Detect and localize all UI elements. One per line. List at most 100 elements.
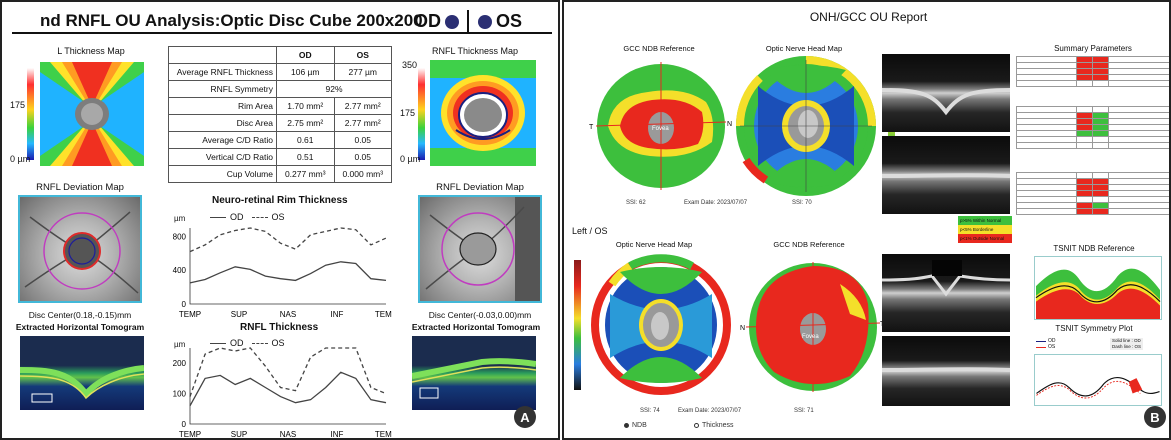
- panel-b-title: ONH/GCC OU Report: [809, 10, 928, 24]
- row-label: Cup Volume: [168, 165, 277, 183]
- tsnit-ndb-chart: [1034, 256, 1162, 320]
- sym-note-dash: Dash line : OS: [1112, 344, 1142, 349]
- left-scale-bottom: 0 µm: [10, 154, 31, 164]
- legend-dashed-line: [251, 342, 268, 344]
- os-label: OS: [496, 11, 523, 31]
- rnfl-y-tick: 200: [173, 359, 187, 368]
- left-scale-mid: 175: [10, 100, 26, 110]
- legend-od-line: [1036, 340, 1046, 342]
- tsnit-sym-notes: Solid line : OD Dash line : OS: [1110, 338, 1144, 350]
- table-row: Disc Area 2.75 mm² 2.77 mm²: [168, 114, 392, 132]
- sp-cell-red: [1092, 208, 1109, 215]
- onh-bottom-map: [591, 254, 731, 395]
- row-label: Vertical C/D Ratio: [168, 148, 277, 166]
- fovea-label-bottom: Fovea: [802, 334, 819, 340]
- tsnit-ndb-title: TSNIT NDB Reference: [1053, 244, 1135, 253]
- rim-chart: 8004000TEMPSUPNASINFTEMP: [173, 227, 392, 319]
- rnfl-x-tick: NAS: [280, 430, 296, 439]
- tsnit-sym-chart: [1034, 354, 1162, 406]
- rim-y-tick: 400: [173, 266, 187, 275]
- tsnit-sym-title: TSNIT Symmetry Plot: [1055, 324, 1133, 333]
- left-tomogram-title: Extracted Horizontal Tomogram: [15, 322, 145, 332]
- radio-thickness[interactable]: Thickness: [694, 422, 734, 429]
- sp-cell: [1076, 142, 1093, 149]
- row-os: 2.77 mm²: [333, 114, 392, 132]
- panel-a-rnfl-ou-analysis: nd RNFL OU Analysis:Optic Disc Cube 200x…: [0, 0, 560, 440]
- rim-y-tick: 800: [173, 232, 187, 241]
- sym-note-solid: Solid line : OD: [1112, 338, 1141, 343]
- od-tag: OD: [414, 11, 459, 32]
- table-row: Rim Area 1.70 mm² 2.77 mm²: [168, 97, 392, 115]
- right-deviation-map: [418, 195, 542, 303]
- row-label: Average C/D Ratio: [168, 131, 277, 149]
- row-od: 0.51: [276, 148, 335, 166]
- row-os: 0.000 mm³: [333, 165, 392, 183]
- summary-onh-table: [1016, 106, 1169, 149]
- rnfl-y-tick: 0: [182, 420, 187, 429]
- rim-series-od: [189, 261, 387, 284]
- sp-cell: [1016, 80, 1077, 87]
- row-od: 1.70 mm²: [276, 97, 335, 115]
- map-label-n: N: [740, 325, 745, 332]
- right-horizontal-tomogram: [412, 336, 536, 410]
- rnfl-chart-legend: OD OS: [210, 338, 285, 348]
- table-row: Vertical C/D Ratio 0.51 0.05: [168, 148, 392, 166]
- legend-solid-line: [210, 342, 226, 344]
- rnfl-x-tick: TEMP: [375, 430, 392, 439]
- sp-cell: [1092, 80, 1109, 87]
- radio-thickness-dot-icon: [694, 423, 699, 428]
- ssi-3: SSI: 74: [640, 408, 660, 414]
- table-row: RNFL Symmetry 92%: [168, 80, 392, 98]
- onh-top-map: [736, 56, 876, 196]
- onh-bottom-title: Optic Nerve Head Map: [615, 240, 693, 249]
- right-deviation-title: RNFL Deviation Map: [436, 182, 524, 193]
- left-horizontal-tomogram: [20, 336, 144, 410]
- sym-legend-od: OD: [1048, 338, 1056, 344]
- rim-chart-title: Neuro-retinal Rim Thickness: [212, 195, 348, 206]
- oct-bscan-4: [881, 336, 1011, 406]
- panel-a-badge: A: [514, 406, 536, 428]
- rnfl-chart-unit: µm: [174, 340, 186, 349]
- radio-ndb[interactable]: NDB: [624, 422, 647, 429]
- sp-cell-red: [1076, 208, 1093, 215]
- radio-ndb-dot-icon: [624, 423, 629, 428]
- sp-cell: [1108, 142, 1169, 149]
- sp-cell: [1016, 208, 1077, 215]
- row-label: Disc Area: [168, 114, 277, 132]
- exam-date-3: Exam Date: 2023/07/07: [678, 408, 742, 414]
- right-scale-bottom: 0 µm: [400, 154, 421, 164]
- legend-solid-line: [210, 216, 226, 218]
- rnfl-chart-title: RNFL Thickness: [240, 322, 319, 333]
- left-thickness-map-title: L Thickness Map: [57, 46, 125, 56]
- rnfl-x-tick: TEMP: [179, 430, 201, 439]
- row-os: 0.05: [333, 148, 392, 166]
- onh-color-scale-bottom: [574, 260, 581, 390]
- ssi-2: SSI: 70: [792, 200, 812, 206]
- left-deviation-map: [18, 195, 142, 303]
- row-od: 0.61: [276, 131, 335, 149]
- os-tag: OS: [478, 11, 522, 32]
- onh-top-title: Optic Nerve Head Map: [765, 44, 843, 53]
- rim-chart-legend: OD OS: [210, 212, 285, 222]
- row-label: Rim Area: [168, 97, 277, 115]
- gcc-top-title: GCC NDB Reference: [623, 44, 695, 53]
- od-label: OD: [414, 11, 441, 31]
- panel-b-onh-gcc-report: ONH/GCC OU Report GCC NDB Reference T N …: [562, 0, 1171, 440]
- left-os-label: Left / OS: [572, 226, 608, 236]
- oct-bscan-1: [881, 54, 1011, 132]
- right-tomogram-title: Extracted Horizontal Tomogram: [411, 322, 541, 332]
- table-row: [1016, 208, 1169, 215]
- rnfl-y-tick: 100: [173, 390, 187, 399]
- gcc-bottom-title: GCC NDB Reference: [773, 240, 845, 249]
- fovea-label-top: Fovea: [652, 126, 669, 132]
- sym-legend-os: OS: [1048, 344, 1056, 350]
- exam-date-1: Exam Date: 2023/07/07: [684, 200, 748, 206]
- map-label-n: N: [727, 121, 732, 128]
- right-thickness-map-title: RNFL Thickness Map: [431, 46, 519, 56]
- row-both: 92%: [276, 80, 392, 98]
- legend-normal: p>5% Within Normal: [958, 216, 1012, 225]
- rim-axes: [189, 228, 386, 305]
- os-eye-icon: [478, 14, 492, 29]
- rim-chart-unit: µm: [174, 214, 186, 223]
- table-row: [1016, 80, 1169, 87]
